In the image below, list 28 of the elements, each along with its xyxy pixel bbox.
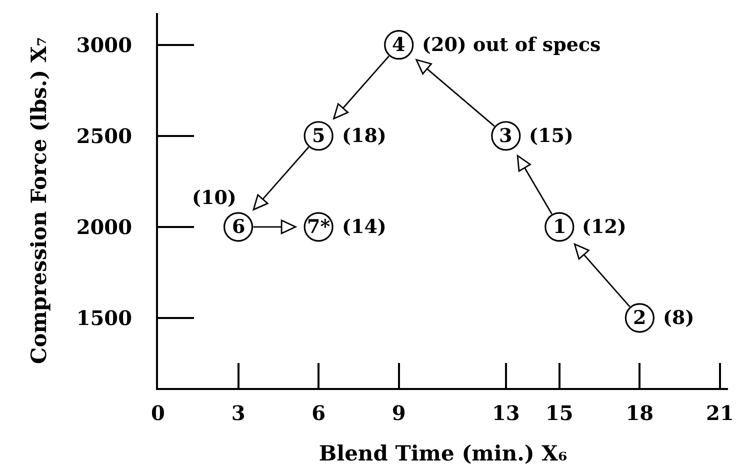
annotation: (18): [342, 125, 386, 147]
x-tick-label: 13: [492, 401, 520, 425]
annotation: 4: [392, 34, 406, 56]
annotation: 7*: [307, 216, 330, 238]
x-tick-label: 0: [151, 401, 165, 425]
annotation: 5: [312, 125, 326, 147]
y-tick-label: 2500: [76, 124, 132, 148]
x-tick-label: 6: [312, 401, 326, 425]
annotation: (10): [192, 187, 236, 209]
x-axis-title: Blend Time (min.) X₆: [318, 440, 568, 466]
x-tick-label: 9: [392, 401, 406, 425]
y-tick-label: 2000: [76, 214, 132, 239]
annotation: 3: [499, 125, 512, 147]
x-tick-label: 15: [545, 401, 574, 425]
y-tick-label: 3000: [76, 32, 132, 57]
annotation: (20) out of specs: [422, 34, 601, 56]
annotation: (15): [529, 125, 574, 147]
annotation: (14): [342, 216, 386, 238]
annotation: (8): [663, 307, 694, 329]
annotation: 6: [232, 216, 246, 238]
annotation: 2: [633, 307, 646, 329]
annotation: 1: [553, 216, 566, 238]
y-axis-title: Compression Force (lbs.) X₇: [26, 36, 51, 364]
x-tick-label: 18: [626, 401, 654, 425]
y-tick-label: 1500: [76, 306, 132, 330]
x-tick-label: 3: [231, 401, 246, 425]
annotation: (12): [582, 216, 626, 238]
x-tick-label: 21: [706, 401, 734, 425]
